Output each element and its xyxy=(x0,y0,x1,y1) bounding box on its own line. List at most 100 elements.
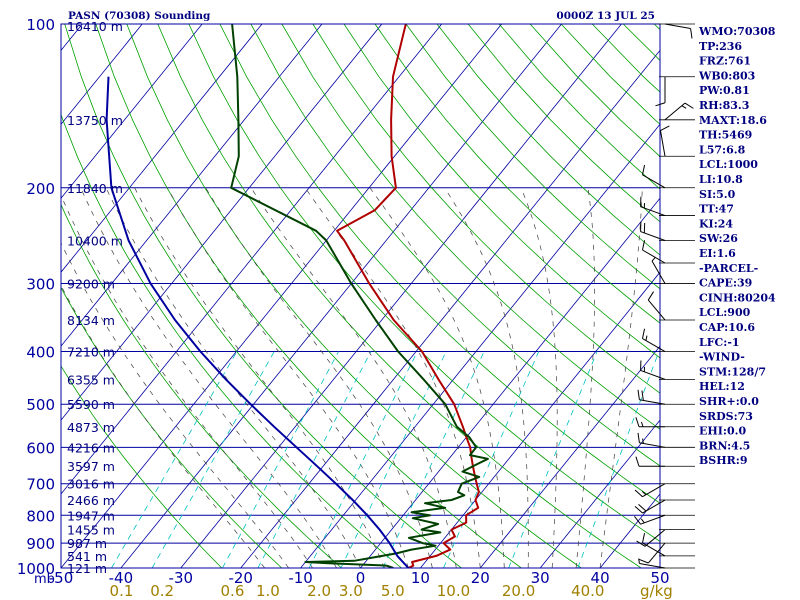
height-label: 16410 m xyxy=(67,19,123,34)
dry-adiabat xyxy=(61,113,402,568)
wind-barb xyxy=(641,532,695,557)
mixing-ratio-tick-label: 10.0 xyxy=(437,582,470,600)
temperature-tick-label: 10 xyxy=(411,569,430,587)
mixing-ratio-line xyxy=(308,351,418,568)
index-value: SI:5.0 xyxy=(699,188,736,201)
wind-barb xyxy=(637,389,695,405)
index-value: CAP:10.6 xyxy=(699,321,755,334)
wind-barb xyxy=(640,221,695,241)
height-label: 1947 m xyxy=(67,508,115,523)
wind-barb xyxy=(638,542,695,564)
height-label: 3597 m xyxy=(67,459,115,474)
index-value: CAPE:39 xyxy=(699,277,752,290)
index-value: LI:10.8 xyxy=(699,173,743,186)
isotherm-line xyxy=(61,24,143,125)
index-value: STM:128/7 xyxy=(699,365,766,378)
temperature-tick-label: -10 xyxy=(288,569,313,587)
parcel-trace xyxy=(105,76,410,568)
index-value: KI:24 xyxy=(699,217,733,230)
height-label: 2466 m xyxy=(67,493,115,508)
wind-barb xyxy=(641,328,695,352)
mixing-ratio-line xyxy=(577,351,660,568)
index-value: EI:1.6 xyxy=(699,247,736,260)
mixing-ratio-tick-label: 0.6 xyxy=(221,582,245,600)
wind-barb xyxy=(651,256,695,284)
temperature-tick-label: 50 xyxy=(650,569,669,587)
index-value: HEL:12 xyxy=(699,380,745,393)
mixing-ratio-line xyxy=(443,351,540,568)
wind-barb xyxy=(640,196,695,217)
wind-barb xyxy=(634,514,695,525)
dry-adiabat xyxy=(343,24,660,359)
pressure-tick-label: 1000 xyxy=(17,560,55,578)
wind-barb xyxy=(659,125,695,157)
moist-adiabat xyxy=(520,187,558,568)
moist-adiabat xyxy=(61,194,313,568)
temperature-tick-label: -20 xyxy=(228,569,253,587)
moist-adiabat xyxy=(134,187,385,568)
index-value: -PARCEL- xyxy=(699,262,758,275)
dry-adiabat xyxy=(126,24,582,568)
isotherm-line xyxy=(180,24,622,568)
mixing-ratio-line xyxy=(257,351,372,568)
mixing-ratio-tick-label: 1.0 xyxy=(256,582,280,600)
mixing-ratio-tick-label: 0.2 xyxy=(150,582,174,600)
dry-adiabat xyxy=(778,24,800,568)
pressure-tick-label: 900 xyxy=(26,535,55,553)
pressure-tick-label: 100 xyxy=(26,16,55,34)
index-value: BRN:4.5 xyxy=(699,439,750,452)
moist-adiabat xyxy=(599,187,643,568)
temperature-tick-label: -40 xyxy=(109,569,134,587)
height-label: 541 m xyxy=(67,549,107,564)
index-value: LCL:900 xyxy=(699,306,751,319)
height-label: 5590 m xyxy=(67,397,115,412)
index-value: LFC:-1 xyxy=(699,336,740,349)
index-value: -WIND- xyxy=(699,351,745,364)
mixing-ratio-tick-labels: 0.1 0.2 0.6 1.0 2.0 3.0 5.0 10.0 20.0 40.0 xyxy=(110,582,605,600)
plot-frame xyxy=(60,23,661,569)
dry-adiabat xyxy=(64,24,462,568)
pressure-tick-label: 600 xyxy=(26,439,55,457)
dry-adiabat xyxy=(250,24,660,467)
wind-barb xyxy=(647,291,695,321)
temperature-tick-label: 30 xyxy=(531,569,550,587)
mixing-ratio-line xyxy=(340,351,447,568)
index-value: L57:6.8 xyxy=(699,143,746,156)
index-value: TH:5469 xyxy=(699,129,752,142)
moist-adiabat xyxy=(444,187,529,568)
moist-adiabat xyxy=(61,284,265,568)
moist-adiabat xyxy=(369,187,505,568)
temperature-tick-label: -30 xyxy=(169,569,194,587)
height-label: 13750 m xyxy=(67,113,123,128)
pressure-tick-label: 500 xyxy=(26,396,55,414)
isotherm-line xyxy=(360,197,660,568)
isotherm-line xyxy=(240,49,660,568)
temperature-trace xyxy=(336,24,480,568)
pressure-tick-label: 400 xyxy=(26,344,55,362)
moist-adiabat xyxy=(575,187,595,568)
dry-adiabat xyxy=(312,24,660,394)
mixing-ratio-line xyxy=(382,351,485,568)
pressure-tick-labels: 100 200 300 400 500 600 700 800 900 1000 xyxy=(17,16,55,578)
index-value: SHR+:0.0 xyxy=(699,395,759,408)
temperature-tick-label: 0 xyxy=(356,569,366,587)
wind-barb xyxy=(659,102,695,121)
isotherm-line xyxy=(300,123,660,568)
height-label: 3016 m xyxy=(67,477,115,492)
isotherm-line xyxy=(120,24,562,568)
dry-adiabat xyxy=(436,24,660,256)
wind-barb xyxy=(640,360,695,380)
height-labels: 16410 m 13750 m 11840 m 10400 m 9200 m 8134 m… xyxy=(67,19,123,576)
isotherm-line xyxy=(0,24,22,568)
mixing-ratio-tick-label: 40.0 xyxy=(571,582,604,600)
moist-adiabat xyxy=(205,187,433,568)
isotherm-line xyxy=(420,271,660,568)
index-value: WB0:803 xyxy=(698,69,755,82)
moist-adiabat xyxy=(304,187,481,568)
height-label: 1455 m xyxy=(67,523,115,538)
wind-barb xyxy=(641,240,695,264)
mixing-ratio-unit-label: g/kg xyxy=(640,582,673,600)
index-value: PW:0.81 xyxy=(699,84,750,97)
wind-barb xyxy=(635,456,695,467)
